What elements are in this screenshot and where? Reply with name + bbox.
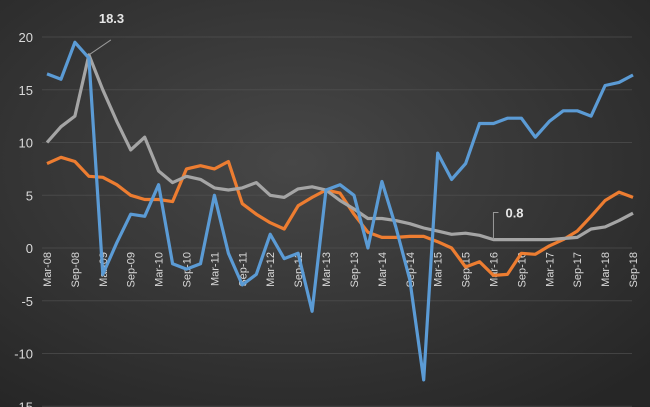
x-tick-label: Mar-10 (154, 252, 166, 287)
annotation-label: 0.8 (505, 206, 523, 221)
y-tick-label: -15 (14, 399, 33, 407)
x-tick-label: Mar-16 (488, 252, 500, 287)
x-tick-label: Mar-13 (321, 252, 333, 287)
x-tick-label: Mar-18 (600, 252, 612, 287)
x-tick-label: Mar-17 (544, 252, 556, 287)
x-tick-label: Sep-13 (349, 252, 361, 287)
x-tick-label: Sep-09 (126, 252, 138, 287)
y-tick-label: 0 (26, 241, 33, 256)
x-tick-label: Mar-12 (265, 252, 277, 287)
x-tick-label: Mar-11 (209, 252, 221, 286)
x-tick-label: Sep-16 (516, 252, 528, 287)
y-tick-label: 20 (19, 30, 33, 45)
series-line-gray (45, 53, 634, 242)
x-tick-label: Sep-08 (70, 252, 82, 287)
x-tick-label: Sep-17 (572, 252, 584, 287)
annotation-leader-line (492, 212, 499, 240)
x-tick-label: Mar-15 (433, 252, 445, 287)
series-line-orange (46, 155, 634, 277)
series-line-blue (46, 40, 634, 382)
y-tick-label: -5 (21, 294, 33, 309)
y-tick-label: -10 (14, 347, 33, 362)
x-tick-label: Sep-18 (628, 252, 640, 287)
annotation-leader-line (88, 39, 112, 56)
x-tick-label: Sep-12 (293, 252, 305, 287)
y-tick-label: 15 (19, 83, 33, 98)
x-tick-label: Sep-14 (405, 252, 417, 287)
y-tick-label: 5 (26, 188, 33, 203)
x-tick-label: Mar-14 (377, 252, 389, 287)
x-tick-label: Mar-08 (42, 252, 54, 287)
annotation-label: 18.3 (99, 11, 124, 26)
y-tick-label: 10 (19, 136, 33, 151)
x-tick-label: Sep-15 (461, 252, 473, 287)
